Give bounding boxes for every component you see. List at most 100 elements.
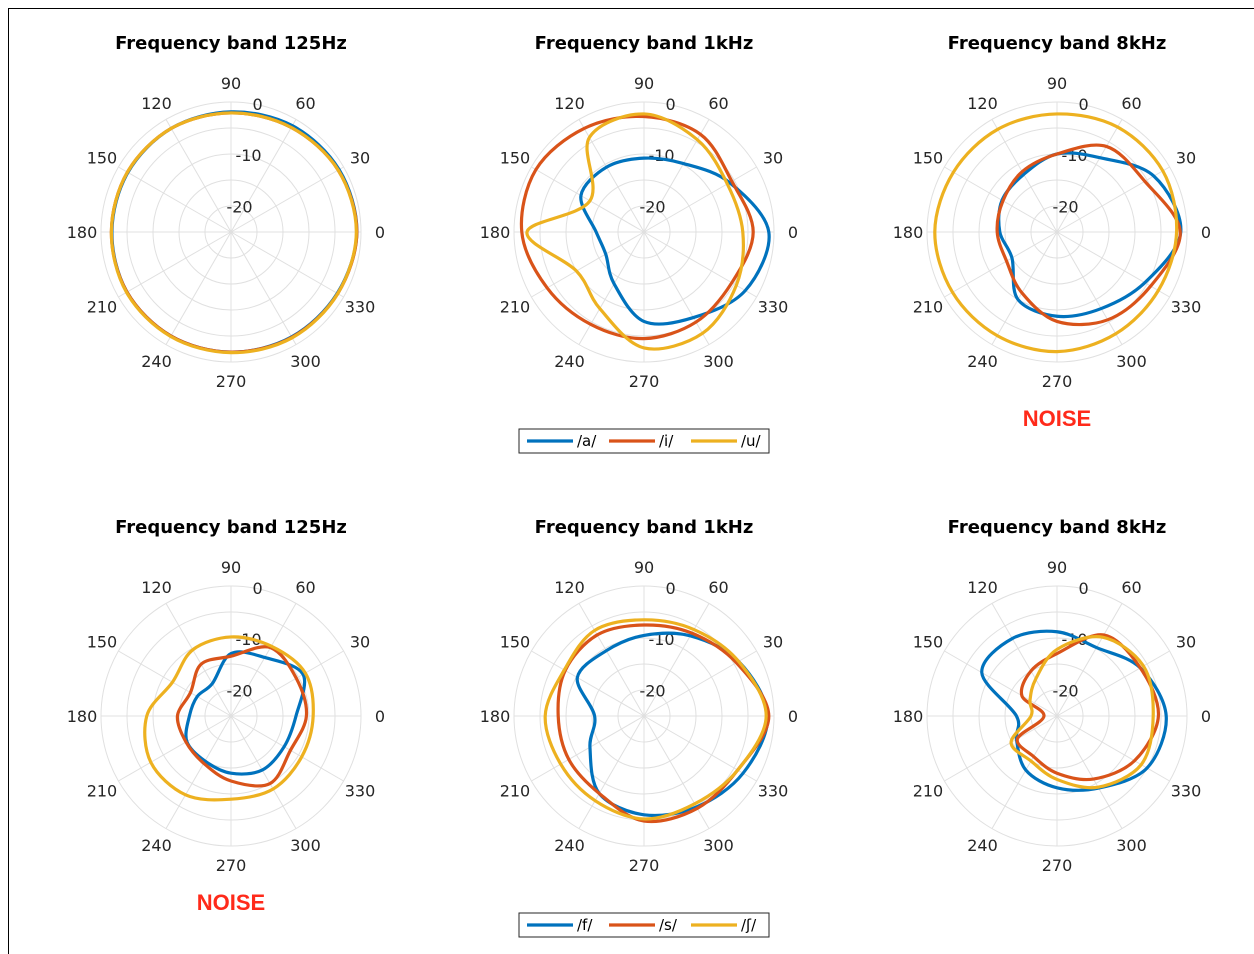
theta-tick-label: 240 bbox=[967, 836, 998, 855]
grid-spoke bbox=[165, 119, 232, 233]
theta-tick-label: 0 bbox=[375, 707, 385, 726]
theta-tick-label: 120 bbox=[967, 94, 998, 113]
theta-tick-label: 90 bbox=[1047, 74, 1067, 93]
theta-tick-label: 60 bbox=[708, 578, 728, 597]
series-line-2 bbox=[556, 623, 771, 824]
theta-tick-label: 330 bbox=[1171, 782, 1202, 801]
plot-title: Frequency band 8kHz bbox=[948, 33, 1167, 54]
theta-tick-label: 240 bbox=[141, 836, 172, 855]
grid-spoke bbox=[643, 166, 757, 233]
grid-spoke bbox=[230, 603, 297, 717]
theta-tick-label: 90 bbox=[221, 558, 241, 577]
grid-spoke bbox=[165, 715, 232, 829]
polar-plot-4: 03060901201501802102402703003300-10-20Fr… bbox=[67, 517, 385, 915]
theta-tick-label: 210 bbox=[913, 298, 944, 317]
theta-tick-label: 330 bbox=[758, 782, 789, 801]
legend-label: /f/ bbox=[577, 916, 593, 934]
grid-spoke bbox=[230, 231, 297, 345]
theta-tick-label: 90 bbox=[1047, 558, 1067, 577]
theta-tick-label: 180 bbox=[480, 707, 511, 726]
theta-tick-label: 270 bbox=[216, 856, 247, 875]
theta-tick-label: 210 bbox=[500, 782, 531, 801]
theta-tick-label: 30 bbox=[1176, 149, 1196, 168]
grid-spoke bbox=[118, 715, 232, 782]
grid-spoke bbox=[230, 166, 344, 233]
theta-tick-label: 120 bbox=[967, 578, 998, 597]
theta-tick-label: 300 bbox=[703, 352, 734, 371]
theta-tick-label: 270 bbox=[629, 372, 660, 391]
theta-tick-label: 330 bbox=[345, 298, 376, 317]
legend-label: /s/ bbox=[659, 916, 678, 934]
theta-tick-label: 300 bbox=[703, 836, 734, 855]
r-tick-label: -20 bbox=[639, 197, 665, 216]
theta-tick-label: 270 bbox=[629, 856, 660, 875]
grid-spoke bbox=[643, 231, 757, 298]
grid-spoke bbox=[118, 166, 232, 233]
grid-spoke bbox=[230, 231, 344, 298]
plot-title: Frequency band 1kHz bbox=[535, 517, 754, 538]
noise-label: NOISE bbox=[1023, 406, 1091, 431]
theta-tick-label: 0 bbox=[375, 223, 385, 242]
legend-label: /u/ bbox=[741, 432, 762, 450]
grid-spoke bbox=[165, 603, 232, 717]
theta-tick-label: 30 bbox=[350, 633, 370, 652]
theta-tick-label: 240 bbox=[141, 352, 172, 371]
theta-tick-label: 150 bbox=[87, 633, 118, 652]
theta-tick-label: 120 bbox=[554, 578, 585, 597]
series-line-3 bbox=[143, 635, 315, 802]
grid-spoke bbox=[1056, 231, 1170, 298]
grid-spoke bbox=[643, 119, 710, 233]
theta-tick-label: 60 bbox=[295, 578, 315, 597]
theta-tick-label: 180 bbox=[893, 707, 924, 726]
polar-plot-1: 0 30 60 90 120 150 180 210 240 270 300 330 0 -10 -20 Fr… bbox=[67, 33, 385, 391]
polar-plot-5: 03060901201501802102402703003300-10-20Fr… bbox=[480, 517, 798, 938]
series-line-3 bbox=[543, 618, 768, 821]
series-line-3 bbox=[525, 112, 745, 351]
grid-spoke bbox=[118, 650, 232, 717]
grid-spoke bbox=[643, 715, 757, 782]
theta-tick-label: 240 bbox=[554, 836, 585, 855]
plot-title: Frequency band 8kHz bbox=[948, 517, 1167, 538]
theta-tick-label: 30 bbox=[763, 149, 783, 168]
legend-label: /a/ bbox=[577, 432, 597, 450]
series-line-3 bbox=[1009, 635, 1155, 790]
grid-spoke bbox=[578, 603, 645, 717]
theta-tick-label: 210 bbox=[87, 782, 118, 801]
theta-tick-label: 30 bbox=[763, 633, 783, 652]
grid-spoke bbox=[1056, 166, 1170, 233]
theta-tick-label: 90 bbox=[634, 74, 654, 93]
theta-tick-label: 210 bbox=[87, 298, 118, 317]
theta-tick-label: 180 bbox=[67, 223, 98, 242]
grid-spoke bbox=[643, 715, 710, 829]
grid-spoke bbox=[578, 715, 645, 829]
grid-spoke bbox=[230, 715, 297, 829]
r-tick-label: -20 bbox=[639, 681, 665, 700]
theta-tick-label: 300 bbox=[1116, 836, 1147, 855]
theta-tick-label: 180 bbox=[67, 707, 98, 726]
plot-title: Frequency band 125Hz bbox=[115, 33, 347, 54]
theta-tick-label: 270 bbox=[216, 372, 247, 391]
theta-tick-label: 210 bbox=[500, 298, 531, 317]
theta-tick-label: 270 bbox=[1042, 856, 1073, 875]
theta-tick-label: 330 bbox=[1171, 298, 1202, 317]
theta-tick-label: 60 bbox=[295, 94, 315, 113]
theta-tick-label: 240 bbox=[554, 352, 585, 371]
series-line-2 bbox=[995, 143, 1182, 327]
legend-label: /i/ bbox=[659, 432, 674, 450]
theta-tick-label: 210 bbox=[913, 782, 944, 801]
theta-tick-label: 150 bbox=[500, 633, 531, 652]
theta-tick-label: 30 bbox=[350, 149, 370, 168]
grid-spoke bbox=[531, 715, 645, 782]
grid-spoke bbox=[531, 231, 645, 298]
theta-tick-label: 240 bbox=[967, 352, 998, 371]
r-tick-label: -10 bbox=[648, 146, 674, 165]
grid-spoke bbox=[531, 166, 645, 233]
theta-tick-label: 150 bbox=[913, 633, 944, 652]
grid-spoke bbox=[991, 603, 1058, 717]
grid-spoke bbox=[944, 715, 1058, 782]
theta-tick-label: 330 bbox=[758, 298, 789, 317]
theta-tick-label: 120 bbox=[141, 578, 172, 597]
legend: /f/ /s/ /ʃ/ bbox=[518, 912, 770, 938]
theta-tick-label: 90 bbox=[634, 558, 654, 577]
r-tick-label: -20 bbox=[1052, 197, 1078, 216]
